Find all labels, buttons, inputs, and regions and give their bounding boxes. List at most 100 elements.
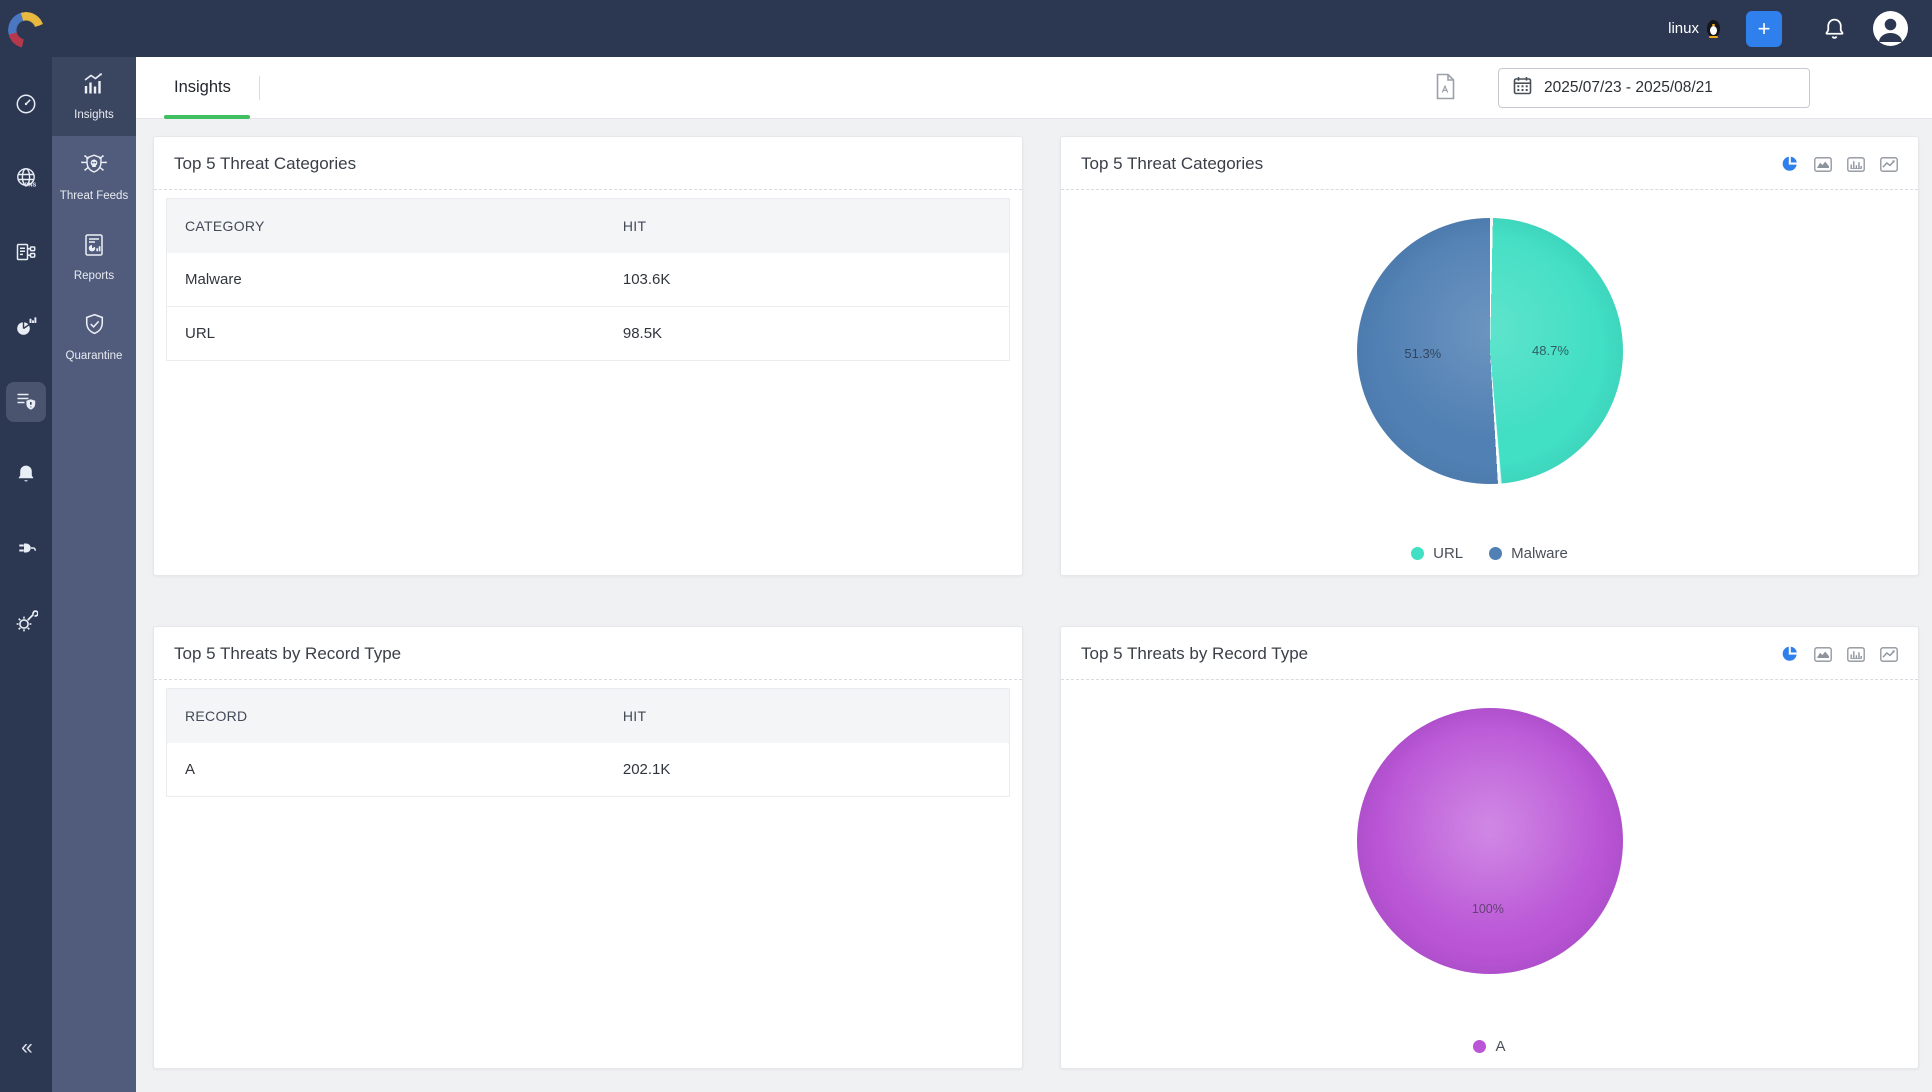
calendar-icon	[1513, 76, 1532, 100]
pie-chart-icon[interactable]	[1781, 155, 1799, 173]
rail-item-threat-insights[interactable]	[6, 382, 46, 422]
card-header: Top 5 Threats by Record Type	[1061, 627, 1918, 680]
pie-chart-area: 100% A	[1061, 680, 1918, 1068]
record-type-table: RECORD HIT A 202.1K	[166, 688, 1010, 797]
card-title: Top 5 Threat Categories	[1081, 154, 1264, 173]
analytics-pie-icon	[14, 314, 38, 343]
sidebar-item-label: Threat Feeds	[59, 190, 129, 203]
legend-item-a[interactable]: A	[1473, 1038, 1506, 1055]
pie-slice-label-a: 100%	[1471, 902, 1504, 917]
user-avatar-icon[interactable]	[1873, 11, 1908, 46]
sidebar-item-threat-feeds[interactable]: Threat Feeds	[52, 136, 136, 217]
record-type-pie-chart[interactable]: 100%	[1356, 708, 1623, 974]
card-threat-categories-table: Top 5 Threat Categories CATEGORY HIT Mal…	[153, 136, 1023, 576]
card-threat-categories-pie: Top 5 Threat Categories 51.3% 48.7%	[1060, 136, 1919, 576]
legend-dot	[1489, 547, 1503, 560]
insights-chart-icon	[80, 70, 108, 103]
sidebar-item-label: Reports	[73, 269, 115, 282]
organization-icon	[14, 240, 38, 269]
threat-categories-pie-chart[interactable]: 51.3% 48.7%	[1356, 218, 1623, 484]
rail-item-dns[interactable]: DNS	[6, 160, 46, 200]
table-row[interactable]: Malware 103.6K	[166, 252, 1010, 307]
column-header-record[interactable]: RECORD	[166, 688, 605, 743]
bell-icon	[14, 462, 38, 491]
column-chart-icon[interactable]	[1847, 646, 1865, 662]
legend-dot	[1411, 547, 1425, 560]
content-area: Insights 2025/07/23 - 2025/08/21 Top 5 T…	[136, 57, 1932, 1092]
add-button[interactable]: +	[1746, 10, 1782, 47]
chart-legend: A	[1473, 1038, 1506, 1055]
rail-item-dashboard[interactable]	[6, 86, 46, 126]
cell-category: URL	[166, 306, 605, 361]
brand-logo	[4, 8, 48, 52]
cell-hit: 98.5K	[604, 306, 1010, 361]
svg-text:DNS: DNS	[25, 182, 37, 188]
rail-item-organization[interactable]	[6, 234, 46, 274]
area-chart-icon[interactable]	[1814, 156, 1832, 172]
legend-item-url[interactable]: URL	[1411, 545, 1463, 562]
table-header-row: RECORD HIT	[166, 688, 1010, 743]
gauge-icon	[14, 92, 38, 121]
legend-label: Malware	[1511, 545, 1568, 562]
sidebar-item-quarantine[interactable]: Quarantine	[52, 297, 136, 377]
sidebar-item-reports[interactable]: Reports	[52, 218, 136, 297]
area-chart-icon[interactable]	[1814, 646, 1832, 662]
rail-items: DNS	[6, 86, 46, 644]
rail-item-settings[interactable]	[6, 604, 46, 644]
card-title: Top 5 Threats by Record Type	[174, 644, 402, 663]
card-title: Top 5 Threats by Record Type	[1081, 644, 1309, 663]
rail-item-analytics[interactable]	[6, 308, 46, 348]
sidebar-collapse-button[interactable]: «	[21, 1036, 33, 1059]
environment-text: linux	[1668, 20, 1699, 37]
topbar: linux +	[52, 0, 1932, 57]
card-record-type-table: Top 5 Threats by Record Type RECORD HIT …	[153, 626, 1023, 1069]
pdf-export-button[interactable]	[1434, 73, 1456, 103]
active-tab-underline	[164, 114, 250, 119]
pie-graphic	[1356, 218, 1623, 484]
chart-legend: URL Malware	[1411, 545, 1568, 562]
chart-type-switcher	[1781, 155, 1898, 173]
legend-dot	[1473, 1040, 1487, 1053]
column-header-hit[interactable]: HIT	[604, 198, 1010, 253]
penguin-icon	[1707, 20, 1720, 38]
plug-icon	[14, 536, 38, 565]
column-header-category[interactable]: CATEGORY	[166, 198, 605, 253]
environment-label: linux	[1668, 20, 1720, 38]
threat-categories-table: CATEGORY HIT Malware 103.6K URL 98.5K	[166, 198, 1010, 361]
column-header-hit[interactable]: HIT	[604, 688, 1010, 743]
rail-item-integrations[interactable]	[6, 530, 46, 570]
date-range-picker[interactable]: 2025/07/23 - 2025/08/21	[1498, 67, 1810, 108]
card-header: Top 5 Threat Categories	[1061, 137, 1918, 190]
line-chart-icon[interactable]	[1880, 646, 1898, 662]
tab-divider	[258, 75, 260, 100]
date-range-value: 2025/07/23 - 2025/08/21	[1544, 78, 1713, 96]
table-header-row: CATEGORY HIT	[166, 198, 1010, 253]
pie-slice-label-malware: 51.3%	[1404, 345, 1442, 361]
sidebar: Insights Threat Feeds Reports Quarantine	[52, 57, 136, 1092]
column-chart-icon[interactable]	[1847, 156, 1865, 172]
card-header: Top 5 Threats by Record Type	[154, 627, 1022, 680]
cell-hit: 103.6K	[604, 252, 1010, 307]
legend-label: A	[1495, 1038, 1506, 1055]
content-header: Insights 2025/07/23 - 2025/08/21	[136, 57, 1932, 119]
rail-item-alerts[interactable]	[6, 456, 46, 496]
threat-feeds-icon	[79, 149, 109, 184]
table-row[interactable]: A 202.1K	[166, 742, 1010, 797]
icon-rail: DNS «	[0, 0, 52, 1092]
notifications-bell-icon[interactable]	[1822, 16, 1847, 41]
table-row[interactable]: URL 98.5K	[166, 306, 1010, 361]
tab-insights[interactable]: Insights	[164, 57, 250, 119]
card-record-type-pie: Top 5 Threats by Record Type 100%	[1060, 626, 1919, 1069]
sidebar-item-insights[interactable]: Insights	[52, 57, 136, 137]
pie-chart-icon[interactable]	[1781, 645, 1799, 663]
card-header: Top 5 Threat Categories	[154, 137, 1022, 190]
cell-record: A	[166, 742, 605, 797]
sidebar-item-label: Quarantine	[65, 350, 123, 363]
sidebar-item-label: Insights	[74, 109, 114, 121]
quarantine-shield-icon	[80, 310, 109, 344]
line-chart-icon[interactable]	[1880, 156, 1898, 172]
pie-slice-label-url: 48.7%	[1532, 343, 1569, 359]
legend-item-malware[interactable]: Malware	[1489, 545, 1568, 562]
dashboard-grid: Top 5 Threat Categories CATEGORY HIT Mal…	[136, 119, 1932, 1092]
